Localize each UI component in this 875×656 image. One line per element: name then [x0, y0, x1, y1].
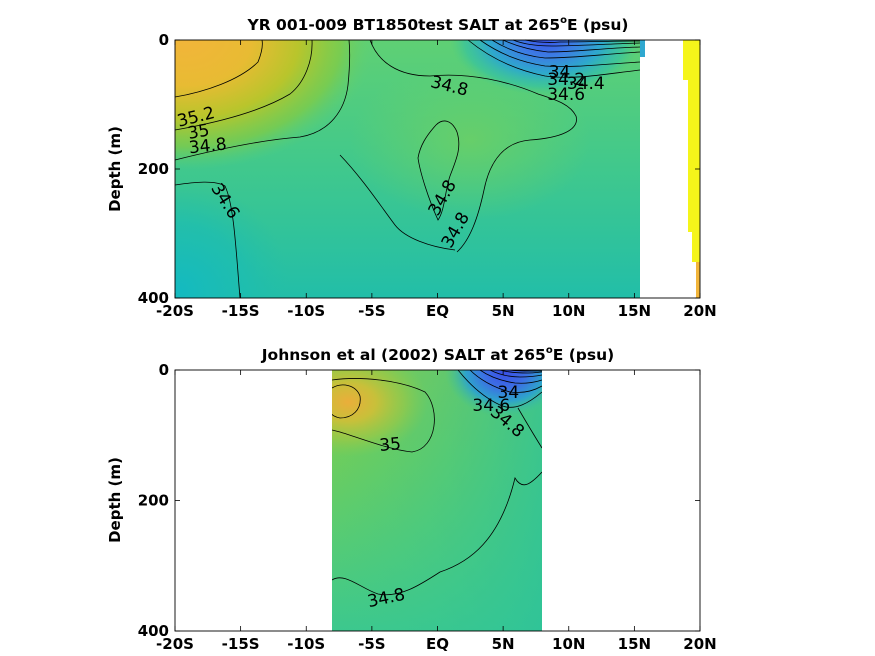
x-tick-label: -20S	[156, 635, 194, 653]
y-axis: 0 200 400	[138, 361, 700, 640]
x-tick-label: EQ	[426, 635, 449, 653]
contour-lines	[174, 39, 641, 299]
x-tick-label: 5N	[492, 302, 515, 320]
contour-label: 35	[186, 121, 211, 144]
contour-label: 34.8	[188, 135, 228, 159]
contour-label: 34.6	[472, 396, 510, 416]
chart-title: Johnson et al (2002) SALT at 265oE (psu)	[261, 345, 614, 364]
x-tick-label: -10S	[287, 302, 325, 320]
x-tick-label: 10N	[552, 302, 585, 320]
x-axis: -20S -15S -10S -5S EQ 5N 10N 15N 20N	[156, 40, 717, 320]
y-tick-label: 400	[138, 622, 169, 640]
y-tick-label: 200	[138, 160, 169, 178]
x-tick-label: 20N	[683, 635, 716, 653]
y-tick-label: 400	[138, 289, 169, 307]
y-tick-label: 0	[159, 31, 169, 49]
contour-label: 34	[498, 383, 520, 403]
chart-title: YR 001-009 BT1850test SALT at 265oE (psu…	[246, 15, 628, 34]
contour-label: 35	[379, 434, 402, 456]
x-tick-label: EQ	[426, 302, 449, 320]
y-axis-label: Depth (m)	[106, 457, 124, 543]
contour-label: 34.2	[547, 70, 585, 90]
x-tick-label: 10N	[552, 635, 585, 653]
contour-label: 34.6	[547, 85, 585, 105]
y-tick-label: 200	[138, 492, 169, 510]
y-axis: 0 200 400	[138, 31, 700, 307]
contour-label: 34	[549, 62, 571, 82]
x-tick-label: -5S	[358, 302, 385, 320]
x-tick-label: -10S	[287, 635, 325, 653]
x-tick-label: -20S	[156, 302, 194, 320]
salinity-field	[175, 40, 645, 298]
x-tick-label: 15N	[618, 635, 651, 653]
contour-label: 34.4	[567, 74, 605, 94]
bottom-panel: Johnson et al (2002) SALT at 265oE (psu)…	[106, 345, 717, 653]
y-tick-label: 0	[159, 361, 169, 379]
top-panel: YR 001-009 BT1850test SALT at 265oE (psu…	[106, 15, 717, 320]
x-tick-label: -5S	[358, 635, 385, 653]
x-tick-label: -15S	[222, 635, 260, 653]
x-tick-label: 5N	[492, 635, 515, 653]
salinity-field	[332, 370, 542, 631]
contour-lines	[332, 370, 542, 596]
yellow-strip	[683, 40, 700, 298]
x-tick-label: -15S	[222, 302, 260, 320]
y-axis-label: Depth (m)	[106, 126, 124, 212]
x-tick-label: 15N	[618, 302, 651, 320]
x-tick-label: 20N	[683, 302, 716, 320]
x-axis: -20S -15S -10S -5S EQ 5N 10N 15N 20N	[156, 370, 717, 653]
